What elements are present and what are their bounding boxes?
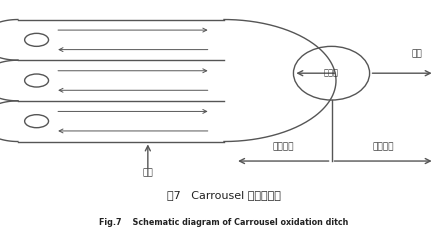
Text: 回流污泥: 回流污泥 bbox=[273, 142, 294, 151]
Text: 出水: 出水 bbox=[411, 49, 422, 58]
Text: 剩余污泥: 剩余污泥 bbox=[372, 142, 394, 151]
Text: Fig.7    Schematic diagram of Carrousel oxidation ditch: Fig.7 Schematic diagram of Carrousel oxi… bbox=[99, 218, 349, 226]
Text: 二沉池: 二沉池 bbox=[324, 69, 339, 78]
Text: 进水: 进水 bbox=[142, 169, 153, 178]
Text: 图7   Carrousel 氧化沟流程: 图7 Carrousel 氧化沟流程 bbox=[167, 190, 281, 200]
